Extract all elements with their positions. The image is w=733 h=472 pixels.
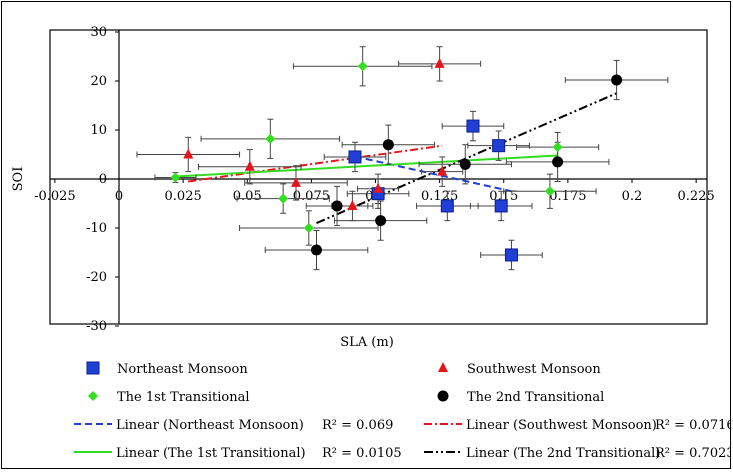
- legend-marker: [86, 361, 100, 375]
- legend-marker: [438, 362, 448, 372]
- y-tick-label: -20: [86, 270, 107, 285]
- trendline: [175, 154, 558, 178]
- data-point: [382, 139, 394, 151]
- data-point: [244, 160, 255, 171]
- data-point: [459, 158, 471, 170]
- data-point: [492, 139, 506, 153]
- data-point: [504, 248, 518, 262]
- legend-label: The 1st Transitional: [117, 390, 250, 405]
- x-tick-label: 0.2: [622, 189, 643, 204]
- data-point: [611, 74, 623, 86]
- legend-label: Linear (Northeast Monsoon): [116, 418, 304, 433]
- r-squared-label: R² = 0.0105: [322, 446, 402, 461]
- x-tick-label: -0.025: [34, 189, 76, 204]
- x-tick-label: 0.075: [293, 189, 330, 204]
- data-point: [437, 165, 448, 176]
- data-point: [552, 156, 564, 168]
- trendline: [188, 144, 443, 183]
- data-point: [278, 193, 289, 204]
- legend-label: Northeast Monsoon: [117, 362, 248, 377]
- data-point: [494, 199, 508, 213]
- y-tick-label: 30: [90, 25, 107, 40]
- x-axis-label: SLA (m): [340, 335, 394, 350]
- x-tick-label: 0.175: [549, 189, 586, 204]
- legend-label: Linear (The 2nd Transitional): [466, 446, 660, 461]
- data-point: [552, 142, 563, 153]
- data-point: [331, 200, 343, 212]
- data-point: [303, 223, 314, 233]
- data-point: [375, 215, 387, 227]
- y-axis-label: SOI: [11, 167, 26, 192]
- x-tick-label: 0.05: [233, 189, 262, 204]
- x-tick-label: 0: [115, 189, 123, 204]
- legend-marker: [437, 390, 449, 402]
- trendline: [316, 92, 618, 225]
- data-point: [434, 57, 445, 68]
- data-point: [544, 186, 555, 197]
- data-point: [440, 199, 454, 213]
- data-point: [265, 133, 276, 144]
- data-point: [183, 148, 194, 159]
- r-squared-label: R² = 0.0716: [655, 418, 730, 433]
- legend-marker: [88, 391, 98, 401]
- data-point: [348, 150, 362, 164]
- data-point: [357, 61, 368, 72]
- legend-label: Linear (Southwest Monsoon): [466, 418, 657, 433]
- y-tick-label: 0: [99, 172, 107, 187]
- x-tick-label: 0.025: [165, 189, 202, 204]
- y-tick-label: 20: [90, 74, 107, 89]
- legend-label: Linear (The 1st Transitional): [116, 446, 306, 461]
- legend-label: The 2nd Transitional: [467, 390, 604, 405]
- y-tick-label: -30: [86, 319, 107, 334]
- r-squared-label: R² = 0.069: [322, 418, 393, 433]
- y-tick-label: 10: [90, 123, 107, 138]
- data-point: [347, 199, 358, 210]
- y-tick-label: -10: [86, 221, 107, 236]
- data-point: [170, 172, 181, 183]
- data-point: [466, 119, 480, 133]
- data-point: [311, 244, 323, 256]
- legend-label: Southwest Monsoon: [467, 362, 601, 377]
- x-tick-label: 0.225: [678, 189, 715, 204]
- data-point: [290, 176, 301, 187]
- r-squared-label: R² = 0.7023: [655, 446, 730, 461]
- data-point: [373, 182, 384, 193]
- trendline: [354, 155, 512, 193]
- legend: Northeast Monsoon Southwest Monsoon The 1s…: [74, 361, 733, 461]
- plot-area: -0.02500.0250.050.0750.10.1250.150.1750.…: [34, 25, 715, 334]
